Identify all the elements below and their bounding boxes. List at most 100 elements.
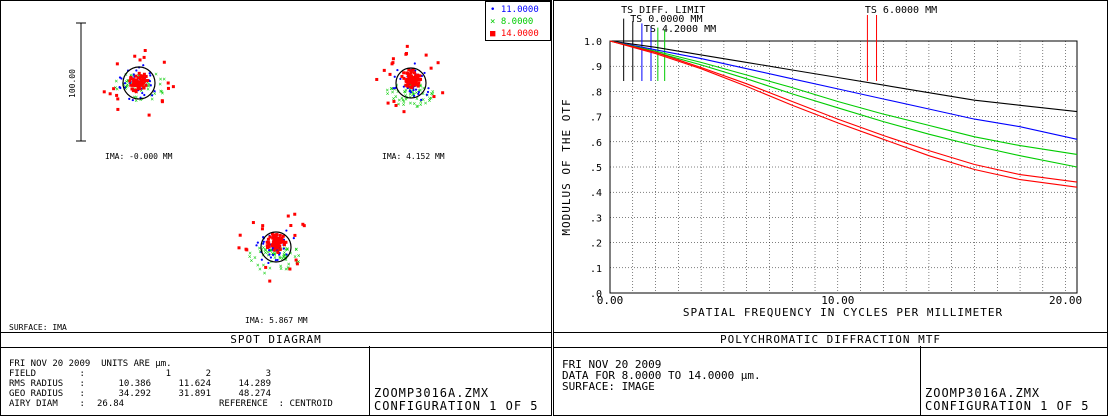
airy-value: 26.84 [97,399,125,409]
spot-point [282,241,286,245]
spot-point [282,243,286,247]
spot-point: × [419,87,423,94]
mtf-file-name: ZOOMP3016A.ZMX [925,386,1041,400]
spot-point: × [140,87,144,94]
spot-point: × [415,96,419,103]
spot-point [272,240,276,244]
spot-point [272,248,276,252]
spot-point [425,93,428,96]
scale-bar-label: 100.00 [68,69,77,98]
spot-point [278,253,281,256]
spot-point: × [153,91,157,98]
spot-point: × [273,251,277,258]
spot-point [417,91,420,94]
spot-point [388,72,392,76]
spot-point [137,86,141,90]
y-tick-label: .1 [590,264,602,275]
spot-point [414,88,418,91]
spot-point [274,259,277,262]
mtf-series-2 [609,40,1078,140]
spot-point: × [115,86,119,93]
spot-point: × [282,254,286,261]
spot-point: × [398,97,402,104]
spot-point: × [154,71,158,78]
spot-point [278,241,282,245]
spot-point [145,78,149,82]
spot-clusters: ×××× ×××××××××× ××××××××××××××××××× ×××××××… [102,44,445,283]
spot-point [262,242,265,245]
spot-point: × [289,250,293,257]
spot-point [426,90,430,94]
reference-label: REFERENCE : CENTROID [219,399,333,409]
spot-point: × [284,256,288,263]
spot-point [166,86,170,90]
spot-point [150,94,154,97]
spot-diagram-title: SPOT DIAGRAM [1,332,551,348]
spot-point [411,79,415,83]
spot-point [123,82,127,85]
spot-point [391,61,395,65]
spot-point [265,240,269,244]
spot-point [274,233,278,237]
spot-point [143,49,147,53]
spot-point [268,253,271,256]
spot-point [274,245,278,249]
spot-point [134,88,138,92]
x-axis-label: SPATIAL FREQUENCY IN CYCLES PER MILLIMET… [683,306,1003,319]
spot-point: × [411,91,415,98]
spot-point [275,245,279,249]
spot-point: × [415,104,419,111]
mtf-file-box: ZOOMP3016A.ZMX CONFIGURATION 1 OF 5 [920,346,1107,415]
spot-point: × [430,90,434,97]
spot-point: × [258,245,262,252]
spot-point [268,248,271,252]
spot-point [386,101,390,105]
spot-point [142,64,145,67]
spot-point: × [278,254,282,261]
spot-point [281,234,285,238]
wavelength-legend: • 11.0000 × 8.0000 ■ 14.0000 [485,1,551,41]
y-tick-label: .5 [590,163,602,174]
spot-point: × [250,257,254,264]
spot-info-date: FRI NOV 20 2009 UNITS ARE µm. [9,359,172,369]
field-marker-label: TS 6.0000 MM [865,5,937,16]
spot-point [276,237,280,241]
spot-point: × [284,266,288,273]
mtf-series-1 [609,40,1078,113]
spot-point: × [137,73,141,80]
spot-point: × [282,252,286,259]
spot-point [399,77,402,80]
spot-point [394,103,398,107]
spot-point [268,279,272,283]
spot-point [293,233,297,237]
spot-point: × [264,250,268,257]
spot-point: × [419,83,423,90]
spot-point: × [268,265,272,272]
x-tick-label: 0.00 [597,294,624,307]
spot-point [251,221,255,225]
field-value-3: 3 [265,369,271,379]
spot-point [409,91,413,94]
spot-point: × [428,96,432,103]
mtf-info-surface: SURFACE: IMAGE [562,380,655,393]
spot-point [270,232,274,236]
spot-point [130,87,134,91]
spot-point [416,74,420,78]
spot-point [136,80,140,84]
mtf-chart: .0 .1 .2 .3 .4 .5 .6 .7 .8 .9 1.0 0.00 10.00 20.00 T… [560,5,1082,319]
spot-point: × [258,266,262,273]
spot-point [132,82,136,86]
spot-point [133,54,137,58]
spot-point [408,85,412,89]
spot-point [266,246,270,250]
spot-point [131,89,135,93]
legend-item-green: × 8.0000 [490,17,534,27]
spot-point [131,98,134,102]
spot-point [160,99,164,103]
spot-point [412,71,416,75]
spot-point: × [392,96,396,103]
spot-point [289,224,293,228]
spot-point: × [273,248,277,255]
spot-point [409,81,413,85]
field-marker-label: TS 0.0000 MM [630,14,702,25]
